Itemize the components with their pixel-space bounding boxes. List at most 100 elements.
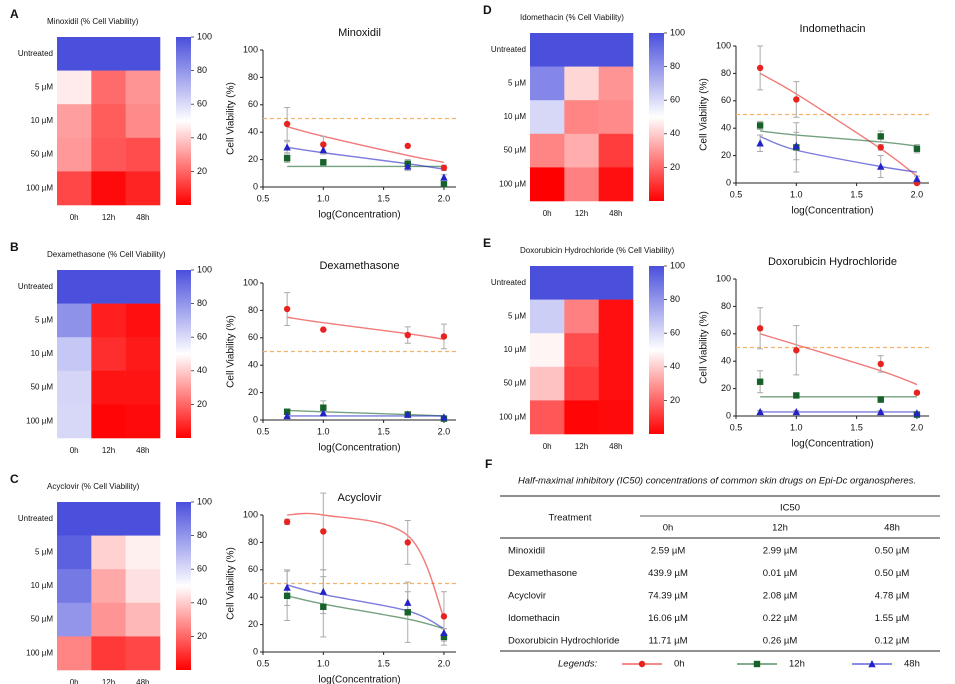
heatmap-cell [125, 171, 161, 206]
heatmap-title: Idomethacin (% Cell Viability) [520, 13, 624, 22]
row-label: 10 µM [31, 116, 54, 125]
heatmap-cell [57, 569, 92, 604]
heatmap-title: Doxorubicin Hydrochloride (% Cell Viabil… [520, 246, 674, 255]
x-tick-label: 0.5 [730, 422, 743, 432]
fit-curve [287, 409, 444, 417]
heatmap-cell [125, 104, 161, 139]
legend-label: 12h [789, 659, 805, 670]
table-cell: 0.50 µM [875, 568, 910, 579]
colorbar-label: 80 [670, 61, 680, 71]
heatmap-cell [125, 337, 161, 372]
marker [320, 404, 327, 411]
marker [404, 162, 412, 170]
heatmap-cell [91, 303, 126, 338]
colorbar-label: 100 [670, 27, 685, 37]
table-row-label: Idomethacin [508, 613, 560, 624]
table-cell: 439.9 µM [648, 568, 688, 579]
colorbar-label: 100 [197, 264, 212, 274]
heatmap-cell [91, 404, 126, 439]
marker [792, 142, 801, 150]
heatmap-cell [564, 266, 599, 300]
x-tick-label: 2.0 [438, 193, 451, 203]
marker [793, 96, 800, 103]
marker [283, 143, 291, 151]
column-label: 0h [70, 446, 79, 455]
marker [868, 660, 876, 668]
colorbar-label: 40 [197, 365, 207, 375]
row-label: 5 µM [35, 83, 53, 92]
y-tick-label: 60 [721, 95, 731, 105]
table-cell: 0.50 µM [875, 546, 910, 557]
marker [913, 409, 921, 417]
heatmap-cell [125, 404, 161, 439]
panel-letter: A [10, 7, 19, 21]
table-row-label: Doxorubicin Hydrochloride [508, 636, 619, 647]
fit-curve [287, 512, 445, 619]
heatmap-cell [598, 266, 634, 300]
y-tick-label: 80 [248, 72, 258, 82]
column-label: 0h [70, 678, 79, 684]
y-tick-label: 0 [253, 181, 258, 191]
marker [756, 407, 764, 416]
colorbar-label: 40 [670, 361, 680, 371]
marker [320, 141, 327, 148]
heatmap-cell [125, 636, 161, 671]
heatmap-cell [57, 270, 92, 304]
fit-curve [760, 130, 918, 147]
heatmap-cell [125, 37, 161, 71]
y-tick-label: 60 [721, 328, 731, 338]
row-label: Untreated [18, 514, 53, 523]
heatmap-cell [125, 569, 161, 604]
colorbar-label: 20 [197, 631, 207, 641]
marker [404, 410, 412, 418]
marker [283, 518, 291, 526]
row-label: 100 µM [26, 648, 53, 657]
heatmap-cell [598, 333, 634, 368]
y-tick-label: 60 [248, 332, 258, 342]
heatmap-cell [91, 337, 126, 372]
heatmap-title: Dexamethasone (% Cell Viability) [47, 250, 166, 259]
row-label: 50 µM [31, 150, 54, 159]
colorbar-label: 60 [197, 332, 207, 342]
x-tick-label: 1.5 [850, 189, 863, 199]
row-label: 100 µM [26, 416, 53, 425]
column-label: 12h [575, 209, 588, 218]
colorbar-label: 60 [197, 564, 207, 574]
colorbar-label: 60 [670, 95, 680, 105]
heatmap-cell [125, 502, 161, 536]
panel-letter: F [485, 457, 492, 471]
row-label: 5 µM [35, 316, 53, 325]
heatmap-cell [598, 366, 634, 401]
colorbar [649, 33, 664, 201]
marker [440, 628, 448, 637]
row-label: 100 µM [499, 412, 526, 421]
y-tick-label: 40 [721, 123, 731, 133]
heatmap-cell [57, 636, 92, 671]
x-tick-label: 2.0 [911, 189, 924, 199]
y-tick-label: 80 [721, 68, 731, 78]
marker [440, 633, 448, 641]
marker [877, 144, 884, 151]
table-cell: 0.22 µM [763, 613, 798, 624]
column-label: 48h [609, 442, 622, 451]
row-label: 10 µM [31, 581, 54, 590]
y-tick-label: 100 [243, 277, 258, 287]
y-tick-label: 0 [253, 414, 258, 424]
y-axis-label: Cell Viability (%) [699, 78, 710, 151]
heatmap-cell [530, 400, 565, 435]
colorbar-label: 20 [670, 162, 680, 172]
fit-curve [287, 146, 445, 170]
marker [440, 613, 448, 620]
table-column-header: 48h [884, 523, 900, 534]
colorbar-label: 80 [197, 65, 207, 75]
colorbar-label: 20 [197, 399, 207, 409]
legend-label: 0h [674, 659, 685, 670]
row-label: 100 µM [26, 183, 53, 192]
x-tick-label: 1.0 [317, 193, 330, 203]
table-header: Treatment [549, 513, 592, 524]
heatmap-cell [91, 137, 126, 172]
x-axis-label: log(Concentration) [791, 439, 873, 450]
row-label: 10 µM [504, 112, 527, 121]
fit-curve [286, 126, 445, 164]
